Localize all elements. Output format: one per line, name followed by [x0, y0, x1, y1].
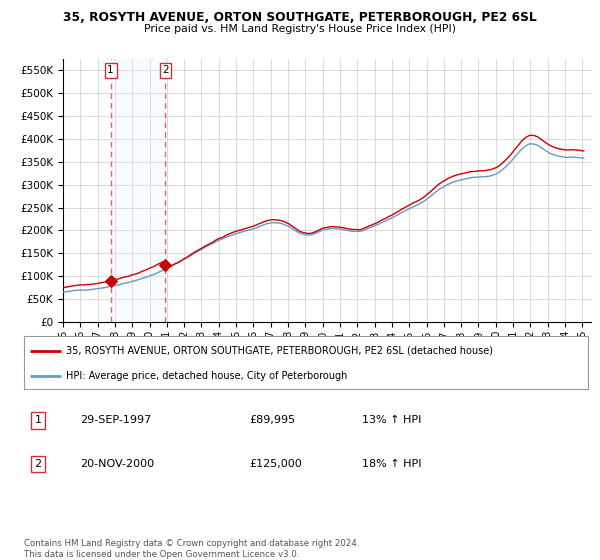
Text: 35, ROSYTH AVENUE, ORTON SOUTHGATE, PETERBOROUGH, PE2 6SL: 35, ROSYTH AVENUE, ORTON SOUTHGATE, PETE…	[63, 11, 537, 24]
Text: HPI: Average price, detached house, City of Peterborough: HPI: Average price, detached house, City…	[66, 371, 347, 381]
Text: 20-NOV-2000: 20-NOV-2000	[80, 459, 155, 469]
Text: 13% ↑ HPI: 13% ↑ HPI	[362, 416, 422, 426]
Text: 2: 2	[162, 66, 169, 76]
Text: 35, ROSYTH AVENUE, ORTON SOUTHGATE, PETERBOROUGH, PE2 6SL (detached house): 35, ROSYTH AVENUE, ORTON SOUTHGATE, PETE…	[66, 346, 493, 356]
Point	[161, 260, 170, 269]
Text: Price paid vs. HM Land Registry's House Price Index (HPI): Price paid vs. HM Land Registry's House …	[144, 24, 456, 34]
Text: Contains HM Land Registry data © Crown copyright and database right 2024.
This d: Contains HM Land Registry data © Crown c…	[24, 539, 359, 559]
Point	[106, 276, 115, 285]
Bar	[110, 59, 166, 322]
Text: 1: 1	[107, 66, 114, 76]
Text: 2: 2	[35, 459, 41, 469]
Text: 18% ↑ HPI: 18% ↑ HPI	[362, 459, 422, 469]
Text: £89,995: £89,995	[250, 416, 296, 426]
Text: 1: 1	[35, 416, 41, 426]
Text: 29-SEP-1997: 29-SEP-1997	[80, 416, 152, 426]
Text: £125,000: £125,000	[250, 459, 302, 469]
